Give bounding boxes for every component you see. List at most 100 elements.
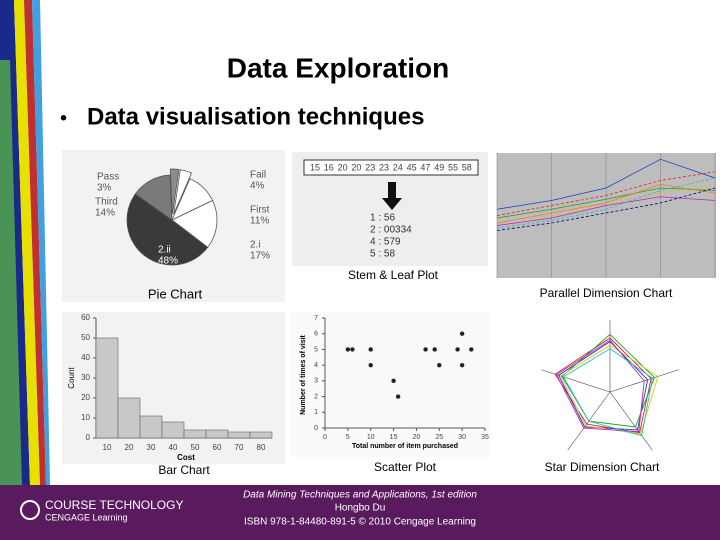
x-label: Cost <box>177 453 195 462</box>
y-label: Number of times of visit <box>300 334 307 414</box>
x-tick-label: 60 <box>213 443 222 452</box>
x-tick-label: 10 <box>367 434 375 441</box>
x-tick-label: 35 <box>481 434 489 441</box>
y-tick-label: 6 <box>314 331 318 338</box>
footer-line: ISBN 978-1-84480-891-5 © 2010 Cengage Le… <box>244 517 476 528</box>
bar <box>139 415 163 439</box>
pie-label: Fail <box>250 170 266 181</box>
stem-row: 4 : 579 <box>370 237 401 248</box>
point <box>345 347 351 352</box>
y-tick-label: 20 <box>81 393 90 402</box>
pie-value-label: 4% <box>250 181 265 192</box>
pie-label: Third <box>95 197 118 208</box>
stem-data: 23 <box>365 162 375 172</box>
y-tick-label: 7 <box>314 315 318 322</box>
y-tick-label: 40 <box>81 353 90 362</box>
x-tick-label: 15 <box>390 434 398 441</box>
stem-data: 20 <box>351 162 361 172</box>
y-tick-label: 50 <box>81 333 90 342</box>
y-tick-label: 0 <box>314 425 318 432</box>
x-tick-label: 30 <box>458 434 466 441</box>
y-tick-label: 30 <box>81 373 90 382</box>
stem-row: 2 : 00334 <box>370 225 412 236</box>
pie-value-label: 3% <box>97 183 112 194</box>
stem-data: 55 <box>448 162 458 172</box>
point <box>459 331 465 336</box>
x-tick-label: 30 <box>147 443 156 452</box>
y-tick-label: 60 <box>81 313 90 322</box>
pie-value-label: 17% <box>250 251 270 262</box>
x-tick-label: 0 <box>323 434 327 441</box>
parallel-line <box>496 177 716 229</box>
y-tick-label: 4 <box>314 362 318 369</box>
pie-label: Pass <box>97 172 119 183</box>
stem-data: 24 <box>393 162 403 172</box>
y-tick-label: 3 <box>314 378 318 385</box>
caption: Parallel Dimension Chart <box>540 286 673 300</box>
pie-label: 2.ii <box>158 245 171 256</box>
caption: Scatter Plot <box>374 460 437 474</box>
y-tick-label: 2 <box>314 393 318 400</box>
pie-label: First <box>250 205 270 216</box>
bar-panel <box>62 312 285 464</box>
parallel-line <box>496 158 716 210</box>
point <box>455 347 460 352</box>
star-line <box>558 341 649 431</box>
bar <box>227 431 251 439</box>
pie-value-label: 11% <box>250 216 269 227</box>
pie-slice <box>171 199 218 248</box>
star-axis <box>541 369 611 393</box>
x-tick-label: 10 <box>103 443 112 452</box>
star-line <box>561 333 656 428</box>
stem-row: 5 : 58 <box>370 249 395 260</box>
y-tick-label: 5 <box>314 346 318 353</box>
bullet-dot: • <box>60 107 67 129</box>
x-tick-label: 40 <box>169 443 178 452</box>
point <box>423 347 428 352</box>
data-box <box>303 159 479 176</box>
pie-slice <box>173 169 193 215</box>
bar <box>117 397 141 439</box>
star-line <box>562 348 653 437</box>
point <box>459 362 465 368</box>
pie-value-label: 48% <box>158 256 178 267</box>
parallel-line <box>496 187 716 231</box>
x-tick-label: 50 <box>191 443 200 452</box>
stem-data: 23 <box>379 162 389 172</box>
point <box>437 362 442 368</box>
bar <box>249 431 273 439</box>
stem-data: 15 <box>310 162 320 172</box>
parallel-panel <box>497 153 716 278</box>
bar <box>161 421 185 439</box>
point <box>350 347 355 352</box>
stem-data: 47 <box>420 162 430 172</box>
pie-value-label: 14% <box>95 208 115 219</box>
bar <box>205 429 229 439</box>
point <box>469 347 474 352</box>
y-tick-label: 10 <box>81 413 90 422</box>
scatter-panel <box>290 312 490 457</box>
x-tick-label: 20 <box>413 434 421 441</box>
parallel-line <box>496 183 716 224</box>
pie-slice <box>126 193 209 266</box>
pie-slice <box>169 168 180 215</box>
stem-data: 20 <box>338 162 348 172</box>
arrow <box>382 182 402 210</box>
pie-label: 2.i <box>250 240 261 251</box>
point <box>432 347 437 352</box>
bar <box>183 429 207 439</box>
y-label: Count <box>67 367 76 389</box>
x-tick-label: 25 <box>435 434 443 441</box>
bar <box>95 337 119 439</box>
x-tick-label: 70 <box>235 443 244 452</box>
y-tick-label: 0 <box>86 433 91 442</box>
stem-data: 45 <box>407 162 417 172</box>
bullet: Data visualisation techniques <box>87 103 424 130</box>
star-axis <box>609 391 653 451</box>
point <box>368 362 373 368</box>
point <box>395 394 401 399</box>
x-tick-label: 20 <box>125 443 134 452</box>
y-tick-label: 1 <box>314 409 318 416</box>
caption: Star Dimension Chart <box>545 460 660 474</box>
